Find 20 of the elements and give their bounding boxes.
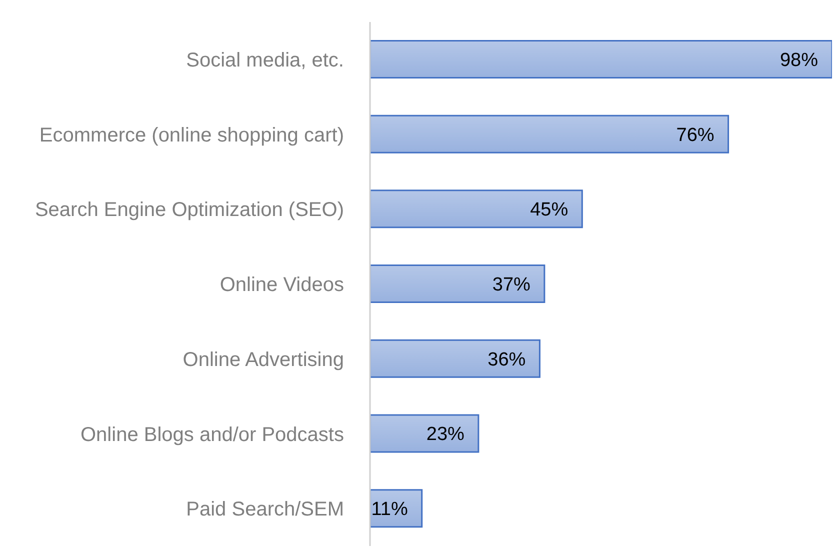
y-tick-label: Paid Search/SEM (186, 498, 344, 521)
data-label: 23% (426, 424, 465, 446)
bar (370, 114, 730, 154)
y-tick-label: Search Engine Optimization (SEO) (34, 199, 344, 222)
data-label: 45% (530, 200, 568, 221)
bar (370, 414, 480, 453)
bar (370, 40, 832, 78)
y-tick-label: Social media, etc. (186, 50, 344, 72)
bar (370, 339, 540, 378)
data-label: 11% (371, 499, 408, 520)
y-tick-label: Ecommerce (online shopping cart) (39, 124, 344, 146)
data-label: 37% (492, 274, 531, 296)
data-label: 76% (676, 124, 714, 146)
bar (370, 264, 546, 304)
data-label: 36% (488, 349, 526, 370)
y-tick-label: Online Videos (220, 274, 344, 296)
data-label: 98% (780, 50, 818, 71)
bar (370, 190, 583, 228)
y-tick-label: Online Advertising (182, 348, 344, 371)
y-tick-label: Online Blogs and/or Podcasts (80, 424, 344, 446)
